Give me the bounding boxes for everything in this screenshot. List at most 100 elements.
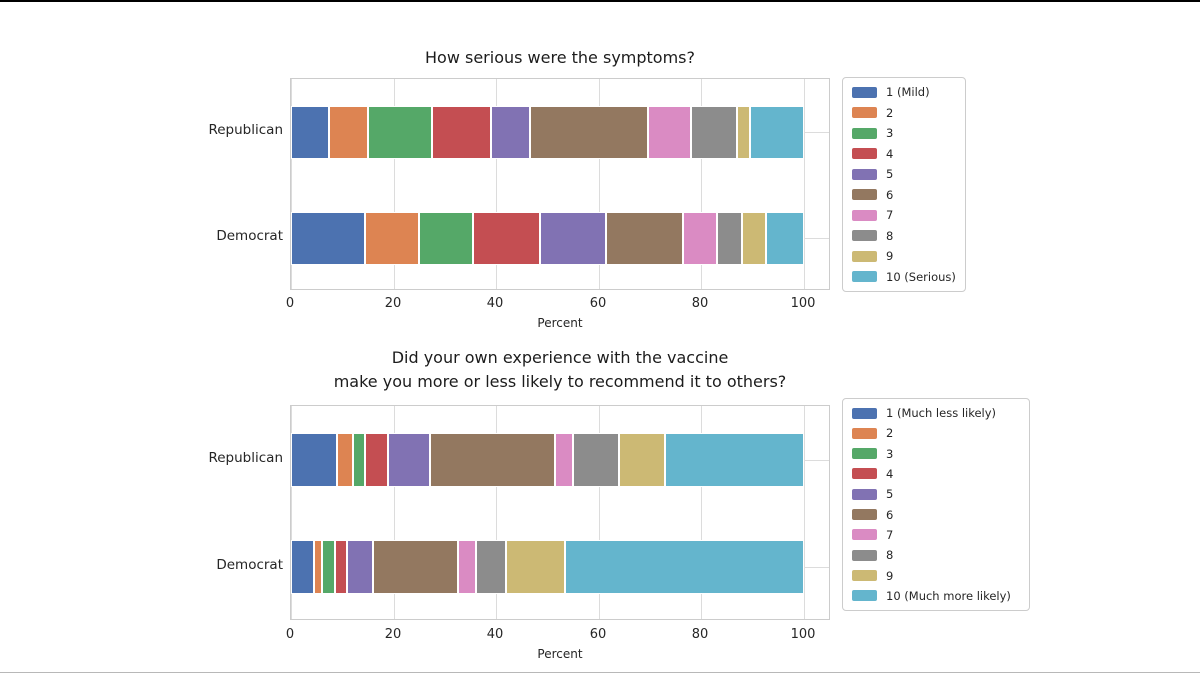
x-tick-label: 20 xyxy=(384,296,402,311)
x-tick-label: 40 xyxy=(486,296,504,311)
legend-swatch xyxy=(852,448,877,460)
legend-label: 6 xyxy=(886,187,894,202)
bar-segment-8 xyxy=(691,106,738,159)
legend-swatch xyxy=(852,570,877,582)
bar-segment-10 xyxy=(765,212,804,265)
x-gridline xyxy=(393,79,395,289)
bar-segment-10 xyxy=(665,433,804,487)
x-tick-label: 100 xyxy=(790,296,816,311)
chart-title-line: make you more or less likely to recommen… xyxy=(333,371,787,391)
legend-swatch xyxy=(852,189,877,201)
legend-swatch xyxy=(852,168,877,180)
legend-row: 9 xyxy=(852,249,956,263)
bar-segment-10 xyxy=(565,540,804,594)
legend-row: 6 xyxy=(852,508,1020,522)
legend-label: 6 xyxy=(886,507,894,522)
legend-row: 3 xyxy=(852,126,956,140)
x-gridline xyxy=(291,79,292,289)
bar-segment-9 xyxy=(619,433,666,487)
bar-segment-6 xyxy=(606,212,684,265)
legend-label: 2 xyxy=(886,105,894,120)
x-axis-label: Percent xyxy=(537,647,583,661)
legend-row: 7 xyxy=(852,528,1020,542)
x-gridline xyxy=(598,406,600,619)
legend-swatch xyxy=(852,529,877,541)
legend-row: 8 xyxy=(852,229,956,243)
legend-swatch xyxy=(852,148,877,160)
bar-segment-9 xyxy=(737,106,751,159)
legend-swatch xyxy=(852,230,877,242)
legend-row: 1 (Mild) xyxy=(852,85,956,99)
bar-segment-2 xyxy=(314,540,322,594)
legend-row: 2 xyxy=(852,106,956,120)
bar-segment-1 xyxy=(291,433,338,487)
legend-label: 10 (Serious) xyxy=(886,269,956,284)
x-gridline xyxy=(598,79,600,289)
x-gridline xyxy=(496,79,498,289)
x-gridline xyxy=(496,406,498,619)
x-gridline xyxy=(804,79,805,289)
bar-segment-1 xyxy=(291,540,315,594)
legend-label: 4 xyxy=(886,466,894,481)
x-tick-label: 80 xyxy=(691,627,709,642)
bar-segment-9 xyxy=(742,212,766,265)
legend-label: 10 (Much more likely) xyxy=(886,588,1011,603)
legend-swatch xyxy=(852,107,877,119)
legend-row: 2 xyxy=(852,426,1020,440)
legend-label: 2 xyxy=(886,426,894,441)
bar-segment-9 xyxy=(506,540,566,594)
bar-segment-7 xyxy=(683,212,717,265)
bar-segment-3 xyxy=(367,106,433,159)
bar-segment-6 xyxy=(529,106,648,159)
bar-segment-5 xyxy=(539,212,607,265)
x-tick-label: 60 xyxy=(589,627,607,642)
legend-label: 4 xyxy=(886,146,894,161)
bar-segment-5 xyxy=(388,433,430,487)
bar-segment-1 xyxy=(291,212,366,265)
x-tick-label: 0 xyxy=(285,296,295,311)
bar-segment-3 xyxy=(352,433,366,487)
legend-row: 3 xyxy=(852,447,1020,461)
bar-segment-2 xyxy=(337,433,353,487)
legend-label: 1 (Much less likely) xyxy=(886,406,997,420)
x-gridline xyxy=(804,406,805,619)
bar-segment-4 xyxy=(365,433,389,487)
legend-label: 8 xyxy=(886,228,894,243)
legend-box: 1 (Much less likely) 2 3 4 5 6 7 8 9 10 (Much mor… xyxy=(842,398,1030,611)
bar-segment-7 xyxy=(457,540,476,594)
chart-title: How serious were the symptoms? xyxy=(210,46,910,70)
legend-swatch xyxy=(852,549,877,561)
legend-row: 4 xyxy=(852,467,1020,481)
legend-swatch xyxy=(852,509,877,521)
bar-segment-2 xyxy=(365,212,420,265)
legend-swatch xyxy=(852,468,877,480)
bar-segment-3 xyxy=(321,540,335,594)
bar-segment-4 xyxy=(432,106,492,159)
legend-row: 10 (Serious) xyxy=(852,270,956,284)
legend-swatch xyxy=(852,86,877,98)
chart-title-line: How serious were the symptoms? xyxy=(425,48,695,67)
legend-row: 10 (Much more likely) xyxy=(852,589,1020,603)
bar-segment-10 xyxy=(750,106,804,159)
legend-label: 3 xyxy=(886,446,894,461)
legend-swatch xyxy=(852,127,877,139)
legend-label: 7 xyxy=(886,208,894,223)
bar-segment-7 xyxy=(555,433,574,487)
x-gridline xyxy=(701,406,703,619)
bar-segment-2 xyxy=(329,106,368,159)
chart-title: Did your own experience with the vaccine… xyxy=(210,346,910,393)
legend-row: 4 xyxy=(852,147,956,161)
bar-segment-5 xyxy=(347,540,374,594)
legend-swatch xyxy=(852,209,877,221)
top-divider-line xyxy=(0,0,1200,2)
legend-row: 9 xyxy=(852,569,1020,583)
legend-row: 5 xyxy=(852,167,956,181)
legend-label: 5 xyxy=(886,487,894,502)
bar-segment-6 xyxy=(429,433,556,487)
x-tick-label: 80 xyxy=(691,296,709,311)
legend-label: 9 xyxy=(886,568,894,583)
plot-area xyxy=(290,405,830,620)
bar-segment-7 xyxy=(647,106,692,159)
y-tick-label: Democrat xyxy=(216,557,283,573)
bar-segment-1 xyxy=(291,106,330,159)
